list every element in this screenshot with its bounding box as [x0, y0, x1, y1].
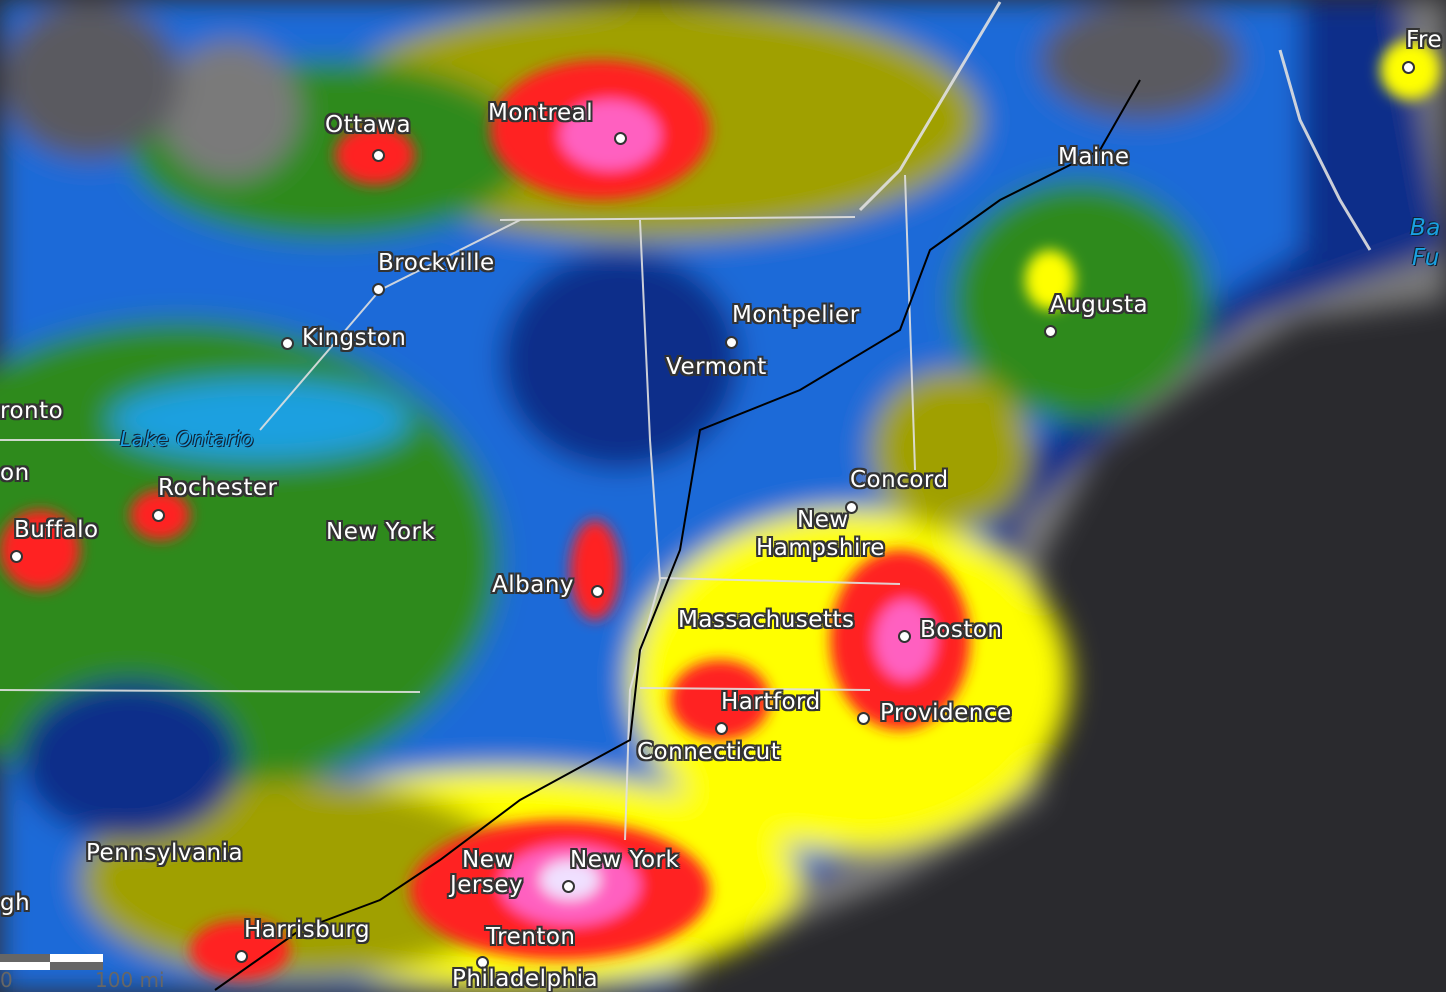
scale-bar [0, 954, 103, 970]
city-marker-icon[interactable] [562, 880, 575, 893]
city-marker-icon[interactable] [372, 149, 385, 162]
city-marker-icon[interactable] [152, 509, 165, 522]
city-label: ronto [0, 398, 64, 424]
city-marker-icon[interactable] [235, 950, 248, 963]
city-label: New York [570, 847, 680, 873]
region-label: Vermont [666, 354, 767, 380]
city-label: Ottawa [325, 112, 412, 138]
city-label: Philadelphia [452, 966, 599, 992]
region-label: Connecticut [637, 739, 781, 765]
region-label: New [462, 847, 514, 873]
city-label: Harrisburg [244, 917, 371, 943]
city-label: Concord [850, 467, 949, 493]
region-label: New [797, 507, 849, 533]
city-label: gh [0, 890, 31, 916]
region-label: Massachusetts [678, 607, 855, 633]
region-label: Pennsylvania [86, 840, 244, 866]
city-label: Buffalo [14, 517, 99, 543]
city-marker-icon[interactable] [614, 132, 627, 145]
city-marker-icon[interactable] [372, 283, 385, 296]
city-label: Montpelier [732, 302, 860, 328]
city-label: Albany [492, 572, 575, 598]
city-marker-icon[interactable] [281, 337, 294, 350]
city-label: Fre [1406, 27, 1443, 53]
city-marker-icon[interactable] [857, 712, 870, 725]
water-label: Ba [1410, 215, 1441, 241]
city-marker-icon[interactable] [725, 336, 738, 349]
city-label: Trenton [486, 924, 576, 950]
city-label: Hartford [721, 689, 821, 715]
region-label: Maine [1058, 144, 1130, 170]
region-label: Hampshire [756, 535, 885, 561]
city-label: Montreal [488, 100, 594, 126]
scale-distance-label: 100 mi [95, 968, 165, 992]
city-label: Rochester [158, 475, 278, 501]
city-marker-icon[interactable] [715, 722, 728, 735]
city-label: Brockville [378, 250, 495, 276]
city-label: Providence [880, 700, 1012, 726]
city-marker-icon[interactable] [845, 501, 858, 514]
scale-zero-label: 0 [0, 968, 13, 992]
city-marker-icon[interactable] [1402, 61, 1415, 74]
city-label: Kingston [302, 325, 407, 351]
city-label: Boston [920, 617, 1003, 643]
water-label: Fu [1412, 245, 1440, 271]
city-marker-icon[interactable] [591, 585, 604, 598]
water-label: Lake Ontario [120, 427, 255, 451]
city-marker-icon[interactable] [476, 956, 489, 969]
city-marker-icon[interactable] [10, 550, 23, 563]
city-label: on [0, 460, 30, 486]
city-label: Augusta [1050, 292, 1149, 318]
city-marker-icon[interactable] [1044, 325, 1057, 338]
region-label: New York [326, 519, 436, 545]
city-marker-icon[interactable] [898, 630, 911, 643]
region-label: Jersey [450, 872, 524, 898]
